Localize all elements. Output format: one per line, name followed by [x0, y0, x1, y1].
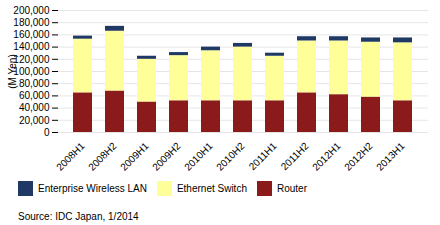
- svg-text:2011H2: 2011H2: [279, 140, 311, 172]
- svg-text:2012H1: 2012H1: [310, 140, 343, 172]
- svg-text:200,000: 200,000: [13, 5, 50, 16]
- svg-text:2010H2: 2010H2: [214, 140, 247, 172]
- svg-text:2008H2: 2008H2: [86, 140, 119, 172]
- svg-text:20,000: 20,000: [19, 115, 50, 126]
- svg-text:60,000: 60,000: [19, 90, 50, 101]
- svg-text:40,000: 40,000: [19, 102, 50, 113]
- svg-text:(M Yen): (M Yen): [7, 54, 18, 88]
- html-text:Source: IDC Japan, 1/2014: Source: IDC Japan, 1/2014: [18, 211, 139, 222]
- svg-text:2010H1: 2010H1: [182, 140, 215, 172]
- html-text:Enterprise Wireless LAN: Enterprise Wireless LAN: [38, 183, 147, 194]
- svg-text:140,000: 140,000: [13, 41, 50, 52]
- svg-text:2009H1: 2009H1: [118, 140, 151, 172]
- svg-text:180,000: 180,000: [13, 17, 50, 28]
- html-text:Router: Router: [277, 183, 307, 194]
- svg-text:80,000: 80,000: [19, 78, 50, 89]
- svg-text:2011H1: 2011H1: [247, 140, 279, 172]
- svg-text:2008H1: 2008H1: [54, 140, 87, 172]
- svg-text:2012H2: 2012H2: [342, 140, 375, 172]
- svg-text:2013H1: 2013H1: [374, 140, 407, 172]
- svg-text:100,000: 100,000: [13, 66, 50, 77]
- svg-text:160,000: 160,000: [13, 29, 50, 40]
- svg-text:0: 0: [44, 127, 50, 138]
- svg-text:2009H2: 2009H2: [150, 140, 183, 172]
- svg-text:120,000: 120,000: [13, 54, 50, 65]
- html-text:Ethernet Switch: Ethernet Switch: [176, 183, 247, 194]
